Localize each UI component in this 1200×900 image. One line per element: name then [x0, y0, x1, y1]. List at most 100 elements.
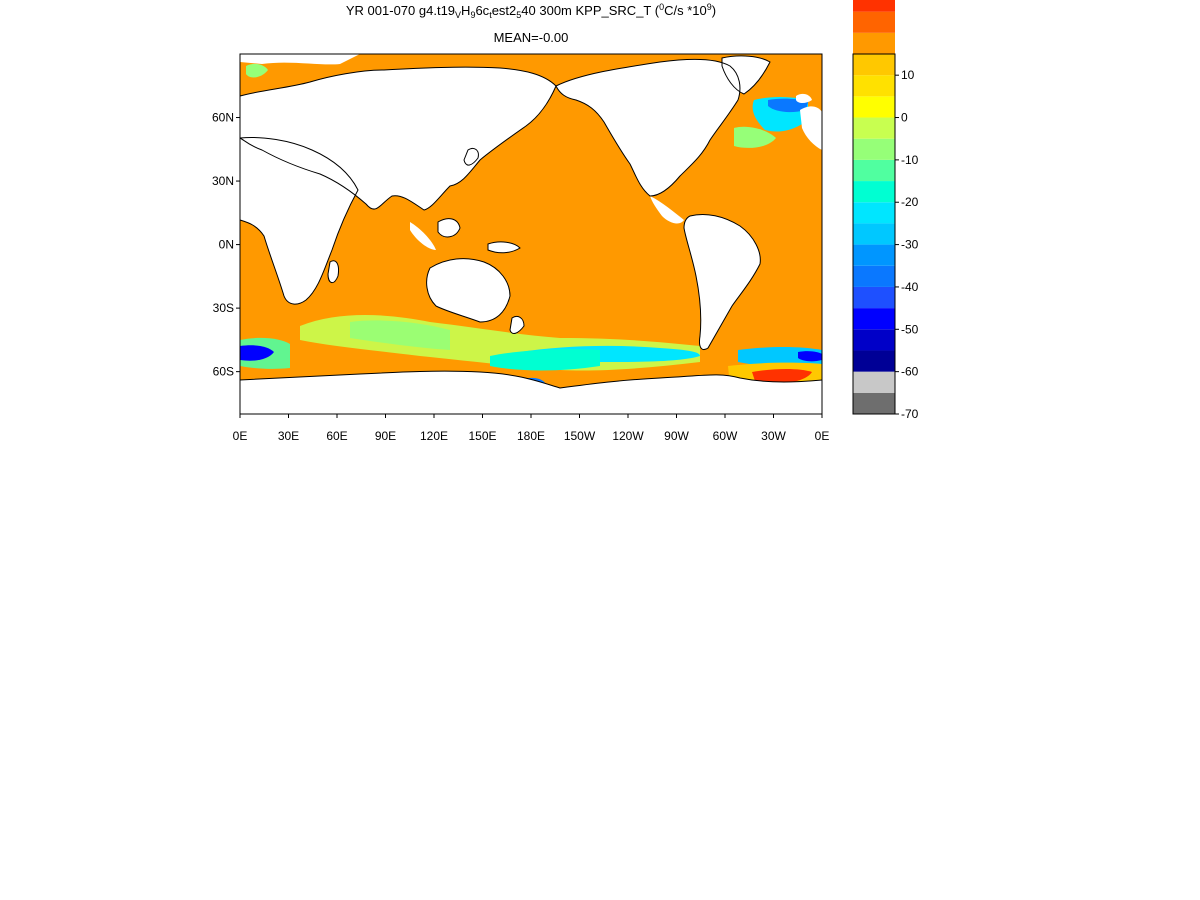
colorbar-cell — [853, 11, 895, 33]
coast-north-america — [555, 58, 741, 197]
colorbar-cell — [853, 117, 895, 139]
anomaly-lightcyan — [490, 349, 600, 371]
coast-africa — [239, 137, 359, 305]
land-europe-west — [800, 106, 822, 150]
y-tick-label: 30S — [213, 301, 234, 315]
land-eurasia — [240, 67, 556, 210]
colorbar-cell — [853, 371, 895, 393]
title-text: H — [461, 3, 471, 18]
title-text: est2 — [491, 3, 517, 18]
anomaly-arctic-green — [246, 63, 268, 78]
plot-title: YR 001-070 g4.t19VH96ctest2540 300m KPP_… — [240, 2, 822, 20]
title-superscript: 0 — [659, 2, 665, 12]
title-text: 40 300m KPP_SRC_T ( — [521, 3, 660, 18]
colorbar-label: -30 — [901, 238, 919, 252]
land-new-guinea — [488, 241, 520, 253]
colorbar: 10 0 -10 -20 -30 -40 -50 -60 -70 — [852, 0, 919, 421]
colorbar-cell — [853, 54, 895, 76]
coast-eurasia — [239, 66, 557, 211]
land-new-zealand — [510, 316, 524, 334]
x-tick-label: 120E — [420, 429, 448, 443]
colorbar-cell — [853, 244, 895, 266]
x-tick-label: 30E — [278, 429, 299, 443]
x-tick-label: 0E — [815, 429, 830, 443]
mean-label: MEAN=-0.00 — [493, 30, 569, 45]
x-tick-label: 90W — [664, 429, 689, 443]
land-sumatra — [410, 222, 436, 250]
title-text: ) — [711, 3, 717, 18]
y-tick-label: 0N — [219, 238, 234, 252]
colorbar-cell — [853, 181, 895, 203]
colorbar-cell — [853, 265, 895, 287]
land-australia — [426, 258, 510, 322]
land-antarctica — [240, 371, 822, 414]
x-axis-ticks: 0E 30E 60E 90E 120E 150E 180E 150W 120W 90W 60W 30W… — [233, 414, 830, 443]
colorbar-label: -60 — [901, 365, 919, 379]
colorbar-label: -40 — [901, 280, 919, 294]
map-panel: 0E 30E 60E 90E 120E 150E 180E 150W 120W 90W 60W 30W… — [212, 53, 830, 443]
land-borneo — [438, 218, 460, 237]
colorbar-cell — [853, 329, 895, 351]
x-tick-label: 60E — [326, 429, 347, 443]
anomaly-green — [350, 320, 450, 350]
y-tick-label: 30N — [212, 174, 234, 188]
coast-south-america — [683, 213, 761, 350]
colorbar-frame — [852, 53, 896, 415]
colorbar-cell — [853, 202, 895, 224]
land-africa — [240, 137, 358, 305]
land-iceland — [796, 93, 812, 103]
colorbar-label: -70 — [901, 407, 919, 421]
colorbar-label: -10 — [901, 153, 919, 167]
land-central-america — [650, 196, 684, 224]
colorbar-labels: 10 0 -10 -20 -30 -40 -50 -60 -70 — [895, 68, 919, 421]
title-subscript: 9 — [470, 10, 476, 20]
title-text: C/s *10 — [664, 3, 707, 18]
title-text: 6c — [475, 3, 490, 18]
colorbar-label: -50 — [901, 322, 919, 336]
anomaly-north-atlantic-blue — [768, 98, 808, 113]
y-tick-label: 60N — [212, 111, 234, 125]
land-arctic-cap — [240, 54, 360, 65]
colorbar-cell — [853, 308, 895, 330]
title-subscript: V — [455, 10, 462, 20]
x-tick-label: 60W — [713, 429, 738, 443]
anomaly-north-atlantic-green — [734, 126, 776, 148]
colorbar-cell — [853, 392, 895, 414]
land-south-america — [684, 214, 761, 350]
land-madagascar — [328, 260, 339, 283]
colorbar-cells — [853, 0, 895, 414]
x-tick-label: 0E — [233, 429, 248, 443]
land-japan — [464, 148, 479, 166]
colorbar-cell — [853, 32, 895, 54]
colorbar-label: -20 — [901, 195, 919, 209]
title-subscript: 5 — [516, 10, 522, 20]
coastlines — [239, 55, 823, 389]
colorbar-cell — [853, 0, 895, 12]
colorbar-cell — [853, 286, 895, 309]
colorbar-cell — [853, 159, 895, 182]
y-tick-label: 60S — [213, 365, 234, 379]
coast-australia — [426, 258, 511, 323]
anomaly-deep-blue — [240, 345, 274, 361]
colorbar-cell — [853, 138, 895, 160]
land-greenland — [722, 55, 770, 94]
colorbar-cell — [853, 350, 895, 372]
colorbar-cell — [853, 75, 895, 97]
colorbar-cell — [853, 96, 895, 118]
coast-antarctica — [239, 370, 823, 389]
anomaly-deep-blue-2 — [798, 351, 822, 362]
title-superscript: 9 — [706, 2, 712, 12]
colorbar-label: 10 — [901, 68, 915, 82]
y-axis-ticks: 60N 30N 0N 30S 60S — [212, 111, 240, 379]
coast-islands — [327, 55, 771, 334]
colorbar-cell — [853, 223, 895, 245]
x-tick-label: 150E — [468, 429, 496, 443]
title-subscript: t — [489, 10, 492, 20]
x-tick-label: 150W — [564, 429, 596, 443]
colorbar-label: 0 — [901, 111, 908, 125]
x-tick-label: 180E — [517, 429, 545, 443]
x-tick-label: 90E — [375, 429, 396, 443]
title-text: YR 001-070 g4.t19 — [345, 3, 456, 18]
x-tick-label: 30W — [761, 429, 786, 443]
